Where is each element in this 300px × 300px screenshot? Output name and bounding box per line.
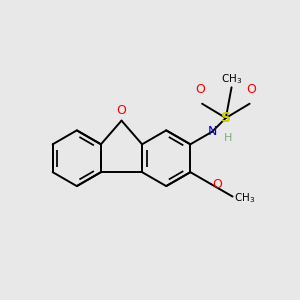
Text: O: O: [196, 83, 206, 96]
Text: CH$_3$: CH$_3$: [221, 72, 242, 86]
Text: S: S: [221, 111, 231, 125]
Text: O: O: [212, 178, 222, 190]
Text: H: H: [224, 133, 232, 143]
Text: CH$_3$: CH$_3$: [234, 191, 255, 205]
Text: N: N: [207, 125, 217, 138]
Text: O: O: [117, 104, 126, 118]
Text: O: O: [246, 83, 256, 96]
